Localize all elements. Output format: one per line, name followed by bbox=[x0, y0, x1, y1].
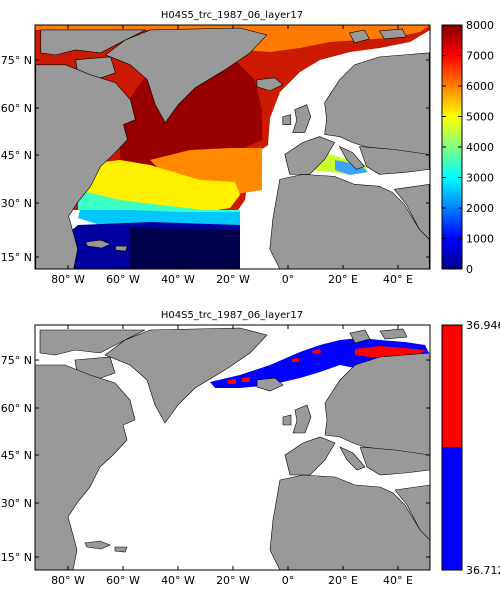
top-map-area bbox=[35, 25, 430, 269]
colorbar-label: 8000 bbox=[466, 19, 494, 32]
lat-label: 30° N bbox=[1, 197, 32, 210]
lon-label: 60° W bbox=[106, 574, 140, 587]
lon-label: 20° E bbox=[328, 273, 358, 286]
colorbar-label: 1000 bbox=[466, 233, 494, 246]
lon-label: 20° E bbox=[328, 574, 358, 587]
top-map-title: H04S5_trc_1987_06_layer17 bbox=[161, 10, 303, 21]
colorbar-label: 6000 bbox=[466, 80, 494, 93]
lat-label: 45° N bbox=[1, 449, 32, 462]
lon-label: 0° bbox=[282, 574, 295, 587]
lat-label: 15° N bbox=[1, 251, 32, 264]
colorbar-label: 7000 bbox=[466, 50, 494, 63]
lat-label: 60° N bbox=[1, 102, 32, 115]
lon-label: 40° E bbox=[383, 273, 413, 286]
lon-label: 40° W bbox=[161, 574, 195, 587]
bottom-map-title: H04S5_trc_1987_06_layer17 bbox=[161, 310, 303, 321]
bottom-colorbar-ticks: 36.946 36.712 bbox=[466, 319, 500, 577]
lat-label: 15° N bbox=[1, 551, 32, 564]
colorbar-label: 36.712 bbox=[466, 564, 500, 577]
bottom-colorbar-frame bbox=[441, 324, 463, 571]
lat-label: 75° N bbox=[1, 54, 32, 67]
bottom-latitude-axis: 75° N 60° N 45° N 30° N 15° N bbox=[1, 354, 430, 564]
colorbar-label: 2000 bbox=[466, 202, 494, 215]
lon-label: 60° W bbox=[106, 273, 140, 286]
colorbar-label: 4000 bbox=[466, 141, 494, 154]
top-latitude-axis: 75° N 60° N 45° N 30° N 15° N bbox=[1, 54, 430, 264]
lon-label: 20° W bbox=[216, 574, 250, 587]
bottom-longitude-axis: 80° W 60° W 40° W 20° W 0° 20° E 40° E bbox=[51, 325, 413, 587]
lat-label: 75° N bbox=[1, 354, 32, 367]
bottom-colorbar-lower bbox=[442, 447, 462, 570]
bottom-map-area bbox=[35, 325, 430, 570]
colorbar-label: 0 bbox=[466, 263, 473, 276]
lat-label: 60° N bbox=[1, 402, 32, 415]
colorbar-label: 3000 bbox=[466, 172, 494, 185]
top-longitude-axis: 80° W 60° W 40° W 20° W 0° 20° E 40° E bbox=[51, 25, 413, 286]
lat-label: 30° N bbox=[1, 497, 32, 510]
lat-label: 45° N bbox=[1, 149, 32, 162]
top-colorbar-ticks: 0 1000 2000 3000 4000 5000 6000 7000 8000 bbox=[442, 19, 494, 276]
bottom-colorbar-upper bbox=[442, 325, 462, 447]
lon-label: 40° W bbox=[161, 273, 195, 286]
colorbar-label: 5000 bbox=[466, 111, 494, 124]
lon-label: 80° W bbox=[51, 574, 85, 587]
lon-label: 80° W bbox=[51, 273, 85, 286]
colorbar-label: 36.946 bbox=[466, 319, 500, 332]
lon-label: 0° bbox=[282, 273, 295, 286]
lon-label: 40° E bbox=[383, 574, 413, 587]
lon-label: 20° W bbox=[216, 273, 250, 286]
